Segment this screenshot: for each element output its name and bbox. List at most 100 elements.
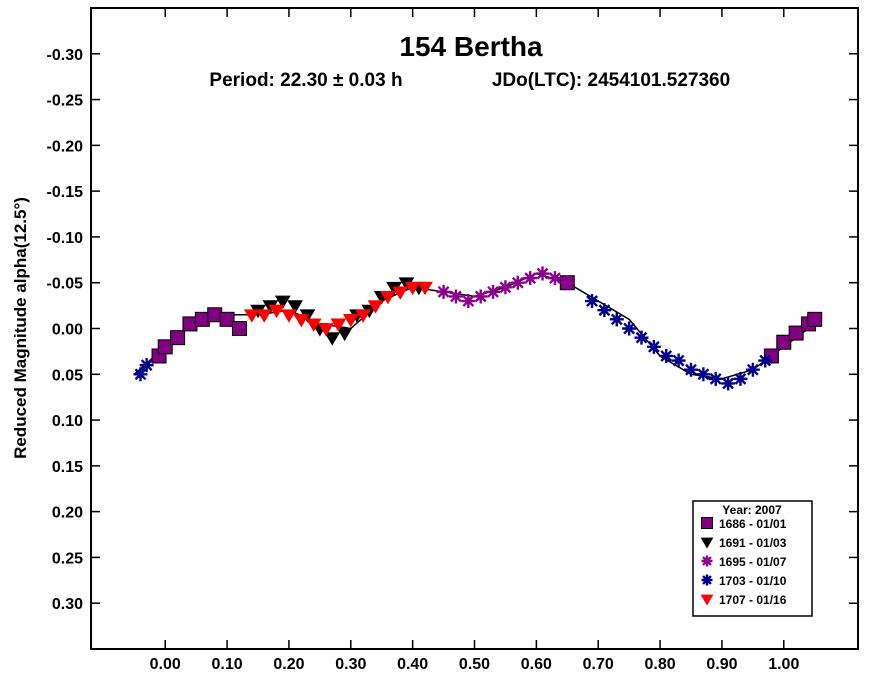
data-point [560, 275, 575, 290]
period-text: Period: 22.30 ± 0.03 h [209, 70, 402, 91]
data-points [133, 266, 823, 391]
series-1695 [436, 266, 575, 309]
data-point [721, 376, 736, 391]
data-point [523, 271, 538, 286]
data-point [268, 304, 285, 319]
x-tick-label: 0.70 [583, 656, 614, 673]
data-point [324, 332, 341, 346]
data-point [157, 339, 173, 355]
y-tick-label: 0.25 [52, 550, 83, 567]
data-point [448, 289, 463, 304]
x-tick-label: 0.00 [150, 656, 181, 673]
data-point [139, 358, 154, 373]
data-point [701, 517, 713, 529]
x-tick-label: 1.00 [768, 656, 799, 673]
y-tick-label: -0.25 [47, 93, 84, 110]
data-point [461, 294, 476, 309]
data-point [281, 309, 297, 323]
data-point [510, 275, 525, 290]
data-point [473, 289, 488, 304]
data-point [659, 348, 674, 363]
x-axis: 0.00 0.10 0.20 0.30 0.40 0.50 0.60 0.70 0.80 0.90… [150, 8, 799, 673]
data-point [133, 367, 148, 382]
data-point [417, 281, 433, 296]
x-tick-label: 0.80 [644, 656, 675, 673]
y-tick-label: -0.10 [47, 230, 84, 247]
data-point [807, 311, 823, 327]
x-tick-label: 0.30 [335, 656, 366, 673]
data-point [683, 362, 698, 377]
data-point [696, 367, 711, 382]
data-point [547, 271, 562, 286]
data-point [708, 371, 723, 386]
data-point [336, 327, 353, 342]
y-tick-label: -0.15 [47, 184, 84, 201]
data-point [355, 309, 372, 323]
legend-entry-label: 1695 - 01/07 [719, 555, 787, 569]
data-point [609, 312, 624, 327]
data-point [274, 295, 291, 310]
data-point [436, 284, 451, 299]
y-tick-label: 0.00 [52, 322, 83, 339]
x-tick-label: 0.20 [273, 656, 304, 673]
epoch-text: JDo(LTC): 2454101.527360 [492, 70, 730, 91]
legend-entry-label: 1691 - 01/03 [719, 536, 787, 550]
y-tick-label: 0.30 [52, 596, 83, 613]
data-point [776, 334, 792, 350]
chart-title: 154 Bertha [399, 31, 543, 62]
data-point [788, 325, 804, 341]
data-point [733, 371, 748, 386]
y-tick-label: 0.10 [52, 413, 83, 430]
data-point [305, 318, 322, 332]
data-point [498, 280, 513, 295]
data-point [367, 300, 384, 314]
legend-title: Year: 2007 [722, 503, 782, 517]
data-point [219, 311, 235, 327]
data-point [701, 555, 713, 567]
x-tick-label: 0.10 [212, 656, 243, 673]
data-point [243, 309, 260, 323]
data-point [585, 294, 600, 309]
x-tick-label: 0.60 [521, 656, 552, 673]
data-point [170, 330, 186, 346]
data-point [634, 330, 649, 345]
data-point [231, 321, 247, 336]
data-point [758, 353, 773, 368]
data-point [671, 353, 686, 368]
y-tick-label: -0.30 [47, 47, 84, 64]
y-tick-label: 0.15 [52, 459, 83, 476]
x-tick-label: 0.40 [397, 656, 428, 673]
y-axis: -0.30 -0.25 -0.20 -0.15 -0.10 -0.05 0.00 0.05 0.… [47, 47, 858, 613]
data-point [486, 284, 501, 299]
data-point [318, 323, 334, 337]
legend: Year: 2007 1686 - 01/01 1691 - 01/03 1695 … [692, 500, 813, 617]
y-axis-label: Reduced Magnitude alpha(12.5°) [11, 197, 30, 459]
data-point [342, 313, 359, 328]
y-tick-label: 0.20 [52, 505, 83, 522]
x-tick-label: 0.90 [706, 656, 737, 673]
data-point [622, 321, 637, 336]
data-point [330, 318, 347, 332]
data-point [287, 300, 303, 314]
data-point [293, 313, 310, 328]
data-point [700, 594, 714, 606]
data-point [535, 266, 550, 281]
legend-entry-label: 1703 - 01/10 [719, 574, 787, 588]
data-point [392, 286, 409, 300]
data-point [256, 309, 273, 323]
series-1707 [243, 281, 433, 337]
x-tick-label: 0.50 [459, 656, 490, 673]
data-point [404, 281, 421, 296]
data-point [646, 339, 661, 354]
y-tick-label: 0.05 [52, 367, 83, 384]
series-1703 [133, 294, 773, 391]
data-point [380, 291, 396, 305]
data-point [597, 303, 612, 318]
data-point [700, 537, 714, 549]
legend-entry-label: 1686 - 01/01 [719, 517, 787, 531]
legend-entry-label: 1707 - 01/16 [719, 593, 787, 607]
y-tick-label: -0.05 [47, 276, 84, 293]
y-tick-label: -0.20 [47, 138, 84, 155]
data-point [701, 574, 713, 586]
